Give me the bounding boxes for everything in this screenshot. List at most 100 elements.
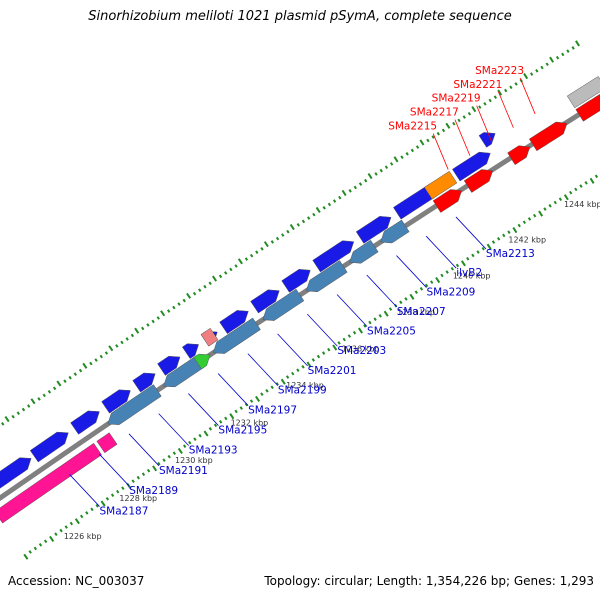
inner-tick — [296, 368, 300, 372]
outer-tick — [488, 98, 492, 103]
outer-tick — [130, 333, 135, 338]
gene-leader-line — [366, 274, 398, 308]
inner-tick — [43, 539, 48, 544]
inner-tick — [363, 324, 367, 328]
outer-tick — [37, 397, 41, 401]
inner-tick — [388, 307, 393, 311]
outer-tick — [307, 216, 311, 220]
gene-leader-line — [425, 235, 457, 269]
inner-tick — [311, 358, 315, 362]
scale-label: 1238 kbp — [397, 308, 435, 317]
inner-tick — [460, 260, 466, 267]
outer-tick — [389, 162, 394, 166]
inner-tick — [234, 409, 238, 414]
inner-tick — [116, 489, 120, 494]
outer-tick — [281, 233, 285, 237]
gene-leader-line — [247, 353, 279, 386]
forward-gene-arrow — [132, 372, 156, 393]
inner-tick — [110, 493, 115, 498]
inner-tick — [270, 385, 274, 390]
outer-tick — [561, 52, 565, 57]
outer-tick — [535, 69, 539, 73]
red-gene-arrow — [507, 145, 531, 166]
inner-tick — [90, 507, 94, 512]
outer-tick — [263, 241, 269, 248]
outer-tick — [315, 206, 321, 214]
inner-tick — [131, 479, 135, 483]
outer-tick — [497, 89, 503, 96]
inner-tick — [95, 504, 99, 508]
gene-label: SMa2213 — [486, 248, 535, 260]
forward-gene-arrow — [478, 132, 496, 148]
outer-tick — [467, 111, 472, 116]
inner-tick — [507, 230, 511, 234]
outer-tick — [52, 386, 57, 391]
inner-tick — [54, 532, 58, 536]
inner-tick — [74, 518, 80, 525]
gene-leader-line — [277, 333, 308, 367]
inner-tick — [167, 454, 171, 459]
outer-tick — [16, 411, 20, 415]
outer-tick — [275, 236, 280, 241]
outer-tick — [431, 135, 435, 139]
gene-label: SMa2199 — [278, 385, 327, 397]
forward-gene-arrow — [29, 431, 69, 463]
feature-track — [0, 76, 600, 524]
outer-tick — [555, 55, 560, 60]
outer-tick — [367, 173, 373, 180]
outer-tick — [134, 327, 140, 334]
outer-tick — [192, 291, 197, 296]
outer-tick — [441, 128, 446, 133]
magenta-gene-block — [96, 432, 118, 454]
outer-tick — [462, 115, 466, 119]
red-gene-arrow — [432, 189, 463, 213]
outer-tick — [445, 122, 451, 129]
inner-tick — [424, 283, 429, 288]
outer-tick — [208, 281, 212, 286]
inner-tick — [69, 521, 74, 526]
outer-tick — [338, 195, 342, 200]
outer-tick — [212, 275, 217, 282]
inner-tick — [219, 420, 223, 424]
inner-tick — [404, 297, 408, 301]
outer-tick-ring — [1, 40, 580, 426]
inner-tick — [471, 253, 475, 258]
outer-tick — [1, 422, 5, 426]
outer-tick — [249, 253, 254, 258]
scale-label: 1232 kbp — [231, 418, 269, 427]
inner-tick — [466, 256, 470, 261]
outer-tick — [374, 172, 378, 176]
inner-tick — [146, 468, 151, 473]
inner-tick — [399, 300, 403, 305]
gene-label: SMa2187 — [100, 505, 149, 517]
gene-leader-line — [454, 119, 471, 156]
magenta-gene-block — [0, 442, 102, 524]
outer-tick — [452, 121, 456, 126]
gene-labels: SMa2187 SMa2189 SMa2191 SMa2193 SMa2195 SMa21… — [69, 65, 536, 517]
inner-tick — [553, 200, 557, 205]
genome-summary-text: Topology: circular; Length: 1,354,226 bp… — [264, 574, 594, 588]
outer-tick — [478, 105, 482, 109]
outer-tick — [426, 138, 430, 143]
map-title: Sinorhizobium meliloti 1021 plasmid pSym… — [88, 9, 512, 24]
outer-tick — [82, 362, 88, 369]
inner-tick — [414, 290, 418, 294]
gene-label: SMa2205 — [367, 326, 416, 338]
inner-tick — [285, 375, 290, 379]
outer-tick — [78, 368, 83, 373]
inner-tick — [177, 447, 183, 454]
inner-tick — [496, 236, 501, 241]
outer-tick — [322, 206, 326, 210]
inner-tick — [208, 426, 213, 431]
gene-leader-line — [128, 433, 160, 467]
outer-tick — [400, 155, 404, 159]
forward-gene-arrow — [355, 216, 392, 244]
outer-tick — [312, 212, 316, 217]
inner-tick — [579, 184, 583, 188]
outer-tick — [4, 416, 10, 423]
reverse-gene-arrow — [107, 384, 162, 425]
inner-tick — [157, 461, 161, 466]
outer-tick — [483, 102, 487, 106]
inner-tick — [357, 327, 363, 334]
